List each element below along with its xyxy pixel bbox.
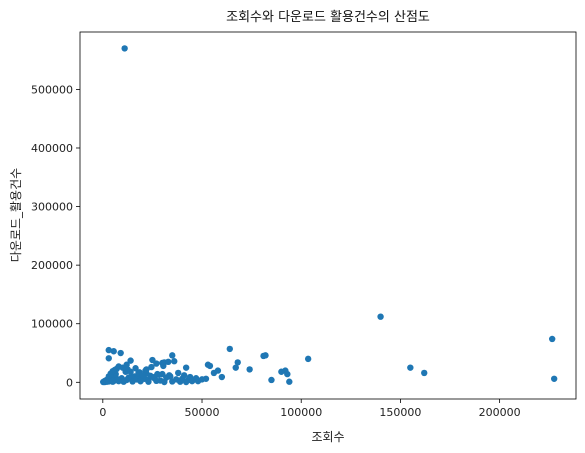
data-point — [139, 372, 146, 379]
data-point — [153, 377, 160, 385]
data-point — [268, 376, 275, 384]
x-tick-label: 100000 — [280, 406, 322, 419]
data-point — [214, 367, 222, 374]
data-point — [188, 377, 196, 385]
data-point — [182, 378, 190, 386]
data-point — [218, 373, 226, 381]
data-point — [284, 370, 291, 378]
y-axis-label: 다운로드_활용건수 — [9, 168, 23, 262]
y-tick-label: 400000 — [31, 142, 73, 155]
data-point — [176, 378, 184, 385]
y-tick-label: 300000 — [31, 201, 73, 214]
data-point — [232, 364, 239, 371]
data-point — [182, 364, 190, 371]
data-point — [407, 364, 414, 371]
data-point — [169, 352, 176, 359]
x-axis-label: 조회수 — [311, 430, 344, 444]
y-tick-label: 500000 — [31, 83, 73, 96]
data-points — [100, 45, 558, 386]
data-point — [175, 369, 182, 377]
data-point — [226, 345, 233, 353]
data-point — [143, 366, 150, 373]
data-point — [145, 378, 152, 385]
data-point — [165, 358, 172, 366]
data-point — [234, 359, 241, 366]
data-point — [180, 372, 188, 379]
y-tick-label: 100000 — [31, 318, 73, 331]
data-point — [129, 378, 136, 385]
x-tick-label: 200000 — [479, 406, 521, 419]
data-point — [377, 313, 384, 320]
data-point — [137, 377, 144, 385]
data-point — [132, 365, 139, 372]
data-point — [117, 349, 124, 357]
y-tick-label: 0 — [66, 376, 73, 389]
data-point — [123, 361, 130, 368]
data-point — [206, 362, 214, 370]
chart-title: 조회수와 다운로드 활용건수의 산점도 — [226, 10, 430, 25]
data-point — [105, 346, 112, 354]
x-tick-label: 50000 — [185, 406, 220, 419]
data-point — [115, 377, 122, 385]
y-tick-label: 200000 — [31, 259, 73, 272]
x-tick-label: 150000 — [379, 406, 421, 419]
data-point — [121, 45, 128, 52]
data-point — [171, 358, 178, 365]
data-point — [127, 368, 134, 375]
data-point — [127, 357, 134, 364]
data-point — [421, 369, 428, 377]
data-point — [246, 366, 253, 373]
data-point — [550, 375, 558, 382]
axis-ticks: 0 50000 100000 150000 200000 0 100000 200000 300… — [31, 83, 521, 419]
data-point — [121, 377, 128, 384]
data-point — [198, 376, 206, 383]
data-point — [548, 335, 556, 343]
data-point — [109, 377, 116, 385]
plot-frame — [79, 31, 577, 400]
data-point — [286, 378, 293, 385]
data-point — [159, 370, 166, 378]
x-tick-label: 0 — [99, 406, 106, 419]
data-point — [166, 372, 173, 379]
data-point — [161, 378, 168, 386]
data-point — [153, 360, 160, 367]
data-point — [304, 355, 312, 363]
data-point — [105, 355, 112, 362]
data-point — [169, 378, 176, 385]
data-point — [160, 362, 167, 370]
data-point — [148, 363, 155, 371]
data-point — [260, 352, 267, 360]
data-point — [110, 348, 117, 355]
